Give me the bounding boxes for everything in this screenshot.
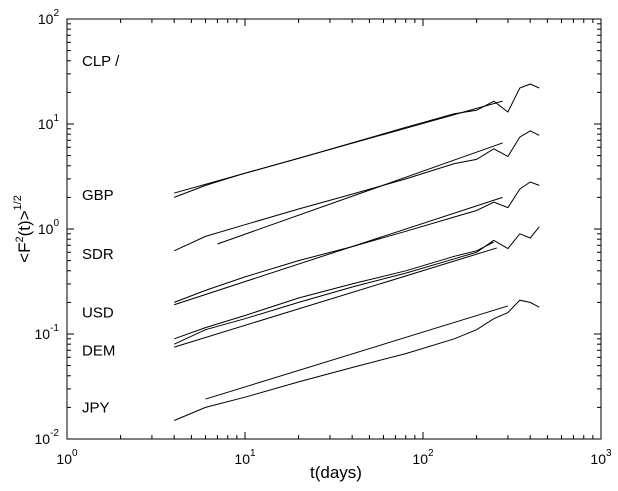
y-tick-label: 10-1	[35, 323, 60, 342]
series-line	[174, 299, 540, 421]
y-axis-title: <F2(t)>1/2	[12, 195, 34, 263]
y-title-exp: 1/2	[12, 195, 24, 210]
series-label: SDR	[82, 246, 114, 263]
y-title-mid: (t)>	[15, 210, 34, 236]
series-label: DEM	[82, 342, 115, 359]
series-label: JPY	[82, 399, 110, 416]
series-lines	[173, 83, 540, 421]
fit-line	[174, 196, 503, 306]
fit-line	[217, 142, 503, 245]
x-tick-label: 102	[412, 448, 434, 467]
series-labels: CLP / GBP SDR USD DEM JPY	[82, 53, 120, 417]
series-label: CLP /	[82, 53, 120, 70]
y-tick-label: 102	[38, 8, 60, 27]
x-axis-title: t(days)	[310, 463, 362, 482]
y-tick-label: 101	[38, 113, 60, 132]
fit-lines	[174, 100, 509, 400]
y-tick-label: 100	[38, 218, 60, 237]
series-line	[174, 181, 540, 303]
y-axis: 10-2 10-1 100 101 102	[35, 8, 601, 447]
series-line	[173, 130, 540, 252]
series-line	[174, 83, 540, 198]
plot-border	[66, 18, 602, 440]
series-line	[173, 226, 540, 345]
y-title-sup: 2	[14, 236, 26, 242]
series-label: USD	[82, 305, 114, 322]
series-label: GBP	[82, 187, 114, 204]
plot-frame	[66, 18, 602, 440]
x-tick-label: 101	[234, 448, 256, 467]
x-axis: 100 101 102 103	[56, 19, 612, 467]
y-tick-label: 10-2	[35, 428, 60, 447]
x-tick-label: 103	[590, 448, 612, 467]
fit-line	[205, 305, 509, 400]
y-title-base: <F	[15, 243, 34, 263]
fit-line	[174, 247, 498, 348]
x-tick-label: 100	[56, 448, 78, 467]
series-line	[174, 241, 495, 340]
